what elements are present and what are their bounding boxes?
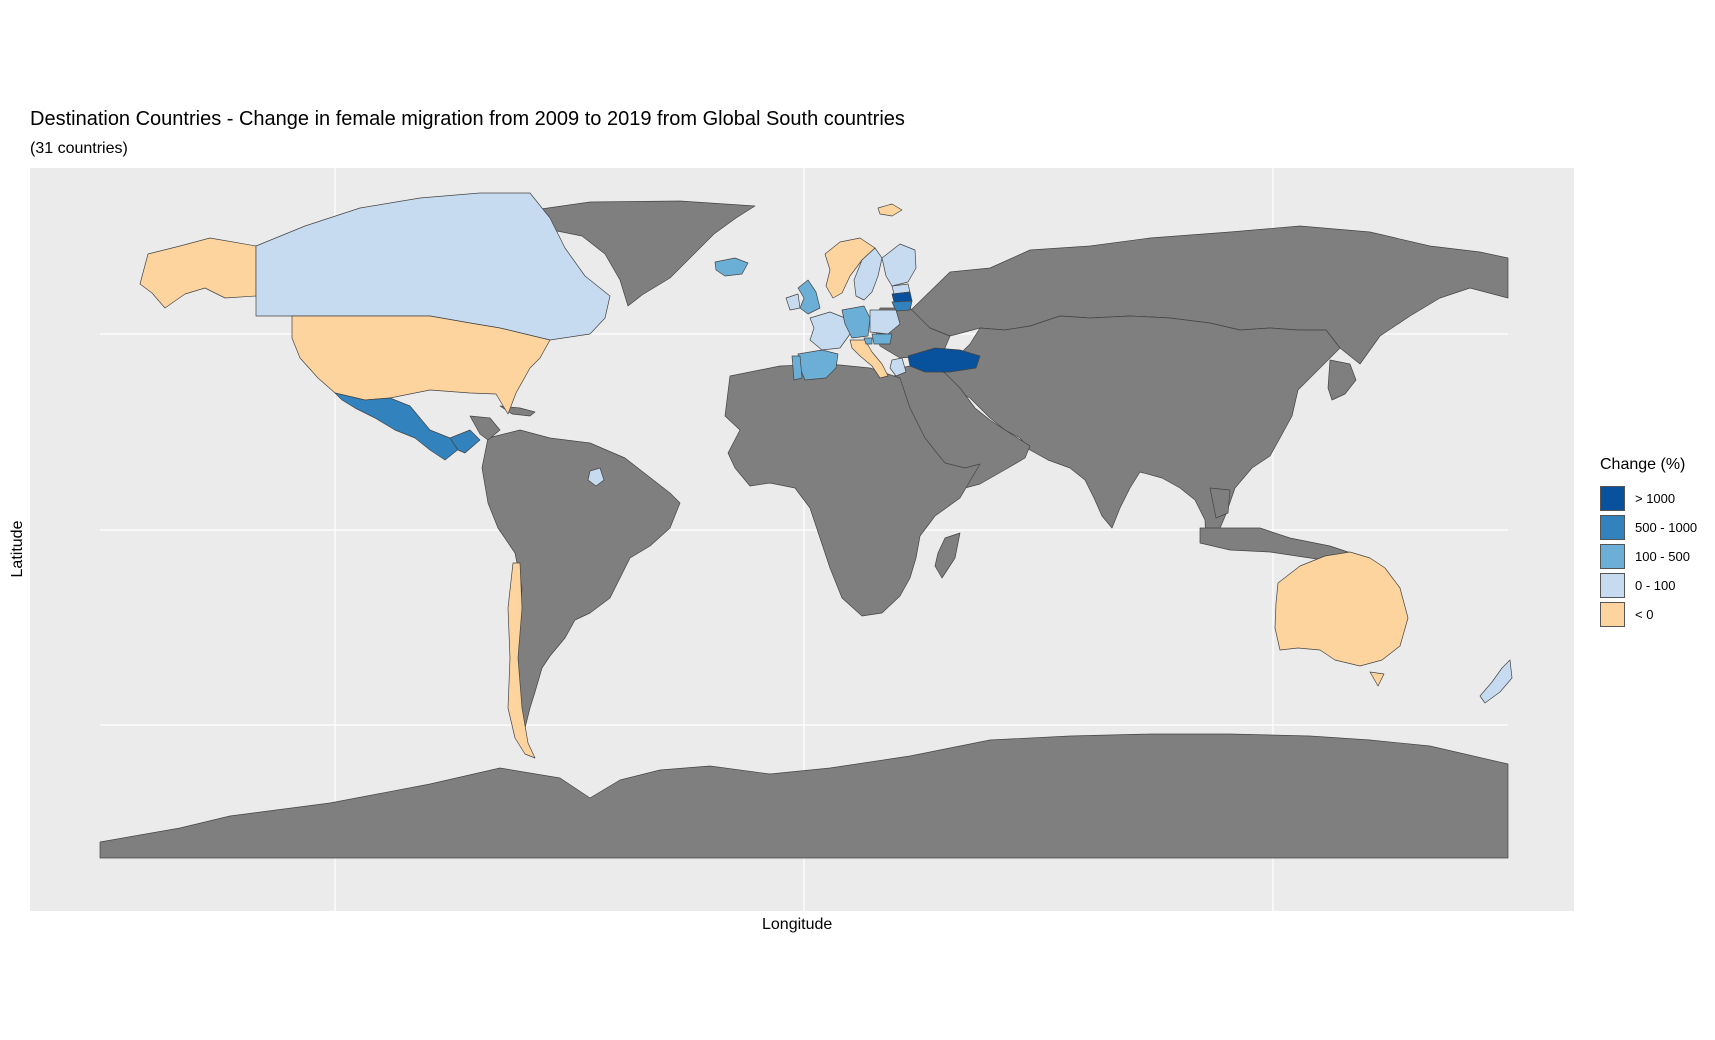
country-alaska: [139, 237, 257, 309]
country-usa: [291, 315, 551, 415]
legend-label: 100 - 500: [1635, 549, 1690, 564]
legend-label: > 1000: [1635, 491, 1676, 506]
country-iceland: [714, 257, 749, 277]
country-italy: [849, 339, 889, 379]
legend: Change (%) > 1000 500 - 1000 100 - 500 0…: [1600, 456, 1697, 629]
country-japan: [1327, 359, 1357, 401]
country-norway: [824, 237, 876, 299]
y-axis-label: Latitude: [9, 520, 26, 578]
country-finland: [881, 243, 917, 287]
country-hungary: [871, 333, 893, 345]
country-suriname: [587, 467, 605, 487]
country-madagascar: [934, 532, 961, 579]
legend-swatch: [1600, 602, 1625, 627]
legend-item: 500 - 1000: [1600, 513, 1697, 542]
country-antarctica: [99, 733, 1509, 859]
country-chile: [507, 562, 536, 759]
world-map: [99, 168, 1513, 911]
map-panel: [30, 168, 1574, 911]
country-turkey: [907, 347, 981, 373]
legend-item: < 0: [1600, 600, 1697, 629]
country-australia: [1274, 551, 1409, 687]
legend-item: > 1000: [1600, 484, 1697, 513]
country-ireland: [785, 293, 801, 311]
legend-label: 0 - 100: [1635, 578, 1676, 593]
country-poland: [869, 309, 901, 335]
country-latvia: [891, 291, 913, 303]
country-new-zealand: [1479, 659, 1513, 704]
legend-swatch: [1600, 573, 1625, 598]
country-portugal: [791, 355, 803, 381]
country-mexico: [334, 392, 461, 461]
legend-swatch: [1600, 515, 1625, 540]
country-africa: [724, 363, 981, 617]
x-axis-label: Longitude: [762, 916, 833, 933]
legend-swatch: [1600, 486, 1625, 511]
legend-item: 0 - 100: [1600, 571, 1697, 600]
legend-title: Change (%): [1600, 456, 1686, 473]
chart-subtitle: (31 countries): [30, 140, 128, 157]
country-france: [809, 311, 851, 351]
country-guatemala: [449, 429, 481, 454]
country-slovenia: [863, 337, 873, 345]
country-germany: [841, 305, 871, 339]
country-sweden: [853, 247, 883, 301]
country-central-america: [469, 415, 501, 441]
legend-item: 100 - 500: [1600, 542, 1697, 571]
country-svalbard: [877, 203, 903, 217]
country-lithuania: [891, 300, 913, 312]
legend-label: < 0: [1635, 607, 1654, 622]
legend-swatch: [1600, 544, 1625, 569]
country-uk: [797, 279, 821, 315]
legend-label: 500 - 1000: [1635, 520, 1698, 535]
country-asia-mainland: [939, 315, 1341, 544]
chart-title: Destination Countries - Change in female…: [30, 108, 905, 130]
country-greece: [889, 357, 907, 377]
country-greenland: [519, 200, 756, 307]
